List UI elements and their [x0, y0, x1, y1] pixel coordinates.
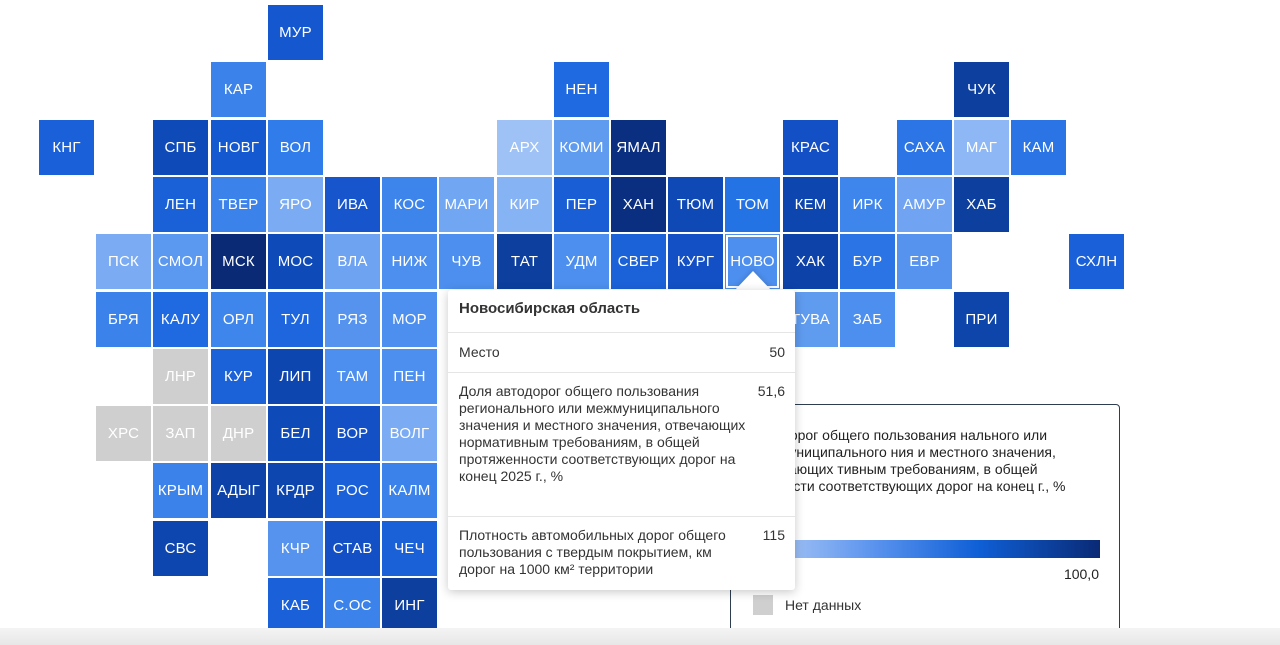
tooltip-title: Новосибирская область	[448, 290, 795, 333]
region-tile[interactable]: ОРЛ	[211, 292, 266, 347]
region-tile[interactable]: ХАК	[783, 234, 838, 289]
region-tile[interactable]: ЛЕН	[153, 177, 208, 232]
region-tile[interactable]: ТАТ	[497, 234, 552, 289]
region-tile[interactable]: ИВА	[325, 177, 380, 232]
region-tile[interactable]: КУРГ	[668, 234, 723, 289]
region-tile[interactable]: КОС	[382, 177, 437, 232]
region-tile[interactable]: ВЛА	[325, 234, 380, 289]
legend-max-value: 100,0	[1063, 566, 1099, 582]
tooltip-label-rank: Место	[459, 344, 500, 360]
region-tile[interactable]: ТВЕР	[211, 177, 266, 232]
region-tile[interactable]: НЕН	[554, 62, 609, 117]
region-tile[interactable]: КАЛМ	[382, 463, 437, 518]
tooltip-value-road-share: 51,6	[757, 383, 785, 399]
tooltip-label-road-density: Плотность автомобильных дорог общего пол…	[459, 527, 726, 577]
region-tile[interactable]: ХРС	[96, 406, 151, 461]
region-tile[interactable]: КАМ	[1011, 120, 1066, 175]
legend: автодорог общего пользования нального ил…	[730, 404, 1120, 635]
region-tile[interactable]: БРЯ	[96, 292, 151, 347]
region-tile[interactable]: УДМ	[554, 234, 609, 289]
region-tile[interactable]: ХАБ	[954, 177, 1009, 232]
region-tile[interactable]: ЧЕЧ	[382, 521, 437, 576]
region-tile[interactable]: КНГ	[39, 120, 94, 175]
region-tile[interactable]: НОВГ	[211, 120, 266, 175]
region-tile[interactable]: ИНГ	[382, 578, 437, 633]
region-tile[interactable]: ПСК	[96, 234, 151, 289]
region-tile[interactable]: МАРИ	[439, 177, 494, 232]
tooltip-row-rank: Место 50	[448, 333, 795, 373]
region-tile[interactable]: СВЕР	[611, 234, 666, 289]
region-tile[interactable]: МСК	[211, 234, 266, 289]
region-tile[interactable]: ЧУВ	[439, 234, 494, 289]
tooltip-row-road-density: Плотность автомобильных дорог общего пол…	[448, 517, 795, 586]
region-tile[interactable]: ДНР	[211, 406, 266, 461]
region-tile[interactable]: БЕЛ	[268, 406, 323, 461]
region-tile[interactable]: ЗАП	[153, 406, 208, 461]
region-tile[interactable]: МОР	[382, 292, 437, 347]
region-tile[interactable]: ТАМ	[325, 349, 380, 404]
region-tile[interactable]: ЧУК	[954, 62, 1009, 117]
region-tile[interactable]: ЛИП	[268, 349, 323, 404]
region-tile[interactable]: АДЫГ	[211, 463, 266, 518]
region-tile[interactable]: МОС	[268, 234, 323, 289]
region-tile[interactable]: ТЮМ	[668, 177, 723, 232]
region-tooltip: Новосибирская область Место 50 Доля авто…	[448, 290, 795, 590]
region-tile[interactable]: АРХ	[497, 120, 552, 175]
no-data-swatch	[753, 595, 773, 615]
region-tile[interactable]: МУР	[268, 5, 323, 60]
region-tile[interactable]: ИРК	[840, 177, 895, 232]
region-tile[interactable]: ТОМ	[725, 177, 780, 232]
region-tile[interactable]: КЕМ	[783, 177, 838, 232]
region-tile[interactable]: КРЫМ	[153, 463, 208, 518]
tooltip-value-road-density: 115	[762, 527, 785, 543]
tooltip-arrow	[734, 271, 772, 291]
region-tile[interactable]: КИР	[497, 177, 552, 232]
tooltip-row-road-share: Доля автодорог общего пользования регион…	[448, 373, 795, 517]
region-tile[interactable]: САХА	[897, 120, 952, 175]
no-data-label: Нет данных	[785, 597, 862, 613]
region-tile[interactable]: КОМИ	[554, 120, 609, 175]
region-tile[interactable]: КАЛУ	[153, 292, 208, 347]
region-tile[interactable]: С.ОС	[325, 578, 380, 633]
region-tile[interactable]: КРДР	[268, 463, 323, 518]
region-tile[interactable]: КРАС	[783, 120, 838, 175]
region-tile[interactable]: ПРИ	[954, 292, 1009, 347]
region-tile[interactable]: СМОЛ	[153, 234, 208, 289]
region-tile[interactable]: ЯМАЛ	[611, 120, 666, 175]
region-tile[interactable]: КУР	[211, 349, 266, 404]
region-tile[interactable]: КАР	[211, 62, 266, 117]
region-tile[interactable]: РОС	[325, 463, 380, 518]
region-tile[interactable]: СВС	[153, 521, 208, 576]
region-tile[interactable]: МАГ	[954, 120, 1009, 175]
region-tile[interactable]: ВОЛ	[268, 120, 323, 175]
region-tile[interactable]: КАБ	[268, 578, 323, 633]
region-tile[interactable]: ТУЛ	[268, 292, 323, 347]
region-tile[interactable]: КЧР	[268, 521, 323, 576]
region-tile[interactable]: СПБ	[153, 120, 208, 175]
region-tile[interactable]: РЯЗ	[325, 292, 380, 347]
region-tile[interactable]: СХЛН	[1069, 234, 1124, 289]
region-tile[interactable]: ЯРО	[268, 177, 323, 232]
region-tile[interactable]: СТАВ	[325, 521, 380, 576]
region-tile[interactable]: АМУР	[897, 177, 952, 232]
region-tile[interactable]: ВОЛГ	[382, 406, 437, 461]
region-tile[interactable]: НИЖ	[382, 234, 437, 289]
page-bottom-bar	[0, 628, 1280, 645]
region-tile[interactable]: ВОР	[325, 406, 380, 461]
region-tile[interactable]: ХАН	[611, 177, 666, 232]
region-tile[interactable]: ПЕР	[554, 177, 609, 232]
region-tile[interactable]: ПЕН	[382, 349, 437, 404]
region-tile[interactable]: ЛНР	[153, 349, 208, 404]
region-tile[interactable]: ЕВР	[897, 234, 952, 289]
region-tile[interactable]: БУР	[840, 234, 895, 289]
region-tile[interactable]: ЗАБ	[840, 292, 895, 347]
tooltip-value-rank: 50	[769, 344, 785, 360]
legend-title: автодорог общего пользования нального ил…	[753, 427, 1066, 494]
legend-color-scale	[753, 540, 1100, 558]
tooltip-label-road-share: Доля автодорог общего пользования регион…	[459, 383, 746, 484]
